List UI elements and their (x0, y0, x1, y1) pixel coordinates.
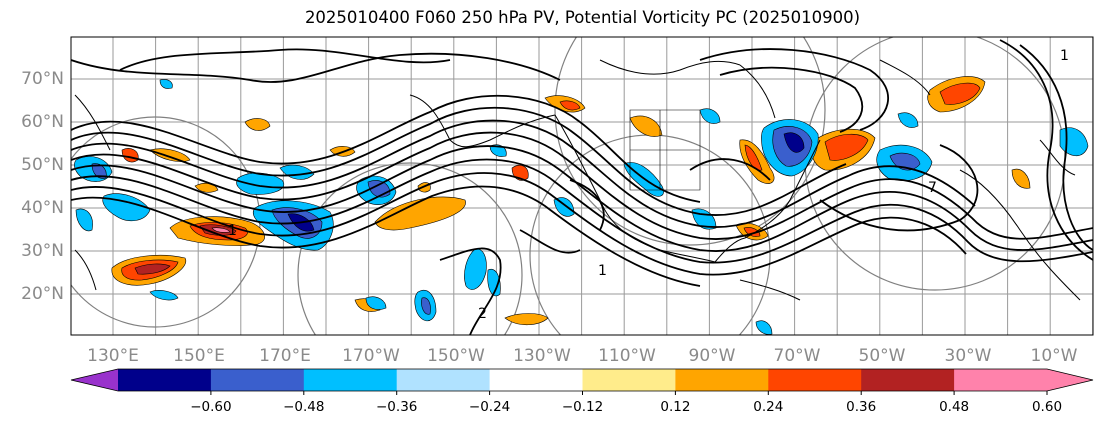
colorbar-tick-label: −0.12 (562, 399, 603, 415)
pv-negative-anomaly (159, 79, 173, 89)
map-frame (70, 36, 1094, 336)
pv-negative-anomaly (464, 248, 487, 290)
pv-negative-anomaly (365, 296, 387, 310)
pv-positive-anomaly (559, 100, 581, 111)
graticule (71, 37, 1093, 335)
colorbar-segment (861, 369, 955, 391)
pv-positive-anomaly (194, 182, 219, 193)
pv-positive-anomaly (149, 148, 191, 162)
pv-negative-anomaly (487, 268, 501, 297)
longitude-label: 170°W (342, 346, 400, 366)
pv-positive-anomaly (743, 227, 761, 237)
pv-contours (71, 39, 1093, 335)
colorbar-tick-label: 0.12 (660, 399, 690, 415)
pv-negative-anomaly (421, 297, 431, 315)
colorbar-segment (118, 369, 212, 391)
colorbar-segment (582, 369, 676, 391)
contour-label: 1 (228, 223, 237, 239)
colorbar-segment (210, 369, 305, 391)
pv-negative-anomaly (102, 193, 151, 222)
colorbar-segment (675, 369, 769, 391)
pv-negative-anomaly (699, 108, 721, 124)
contour-label: 1 (598, 263, 607, 279)
colorbar-segment (768, 369, 862, 391)
colorbar: −0.60 −0.48 −0.36 −0.24 −0.12 0.12 0.24 0.36 0.4… (70, 368, 1094, 415)
longitude-label: 170°E (259, 346, 311, 366)
pv-positive-anomaly (939, 82, 981, 105)
latitude-label: 60°N (21, 112, 64, 132)
pv-negative-anomaly (91, 163, 107, 179)
colorbar-extend-min (71, 369, 118, 391)
longitude-label: 10°W (1031, 346, 1078, 366)
latitude-label: 70°N (21, 69, 64, 89)
contour-label: 1 (1060, 48, 1069, 64)
latitude-axis: 70°N 60°N 50°N 40°N 30°N 20°N (21, 69, 64, 304)
colorbar-tick-label: −0.36 (376, 399, 417, 415)
longitude-label: 130°W (513, 346, 571, 366)
contour-label: 7 (928, 180, 937, 196)
pv-positive-anomaly (134, 263, 171, 275)
colorbar-tick-label: −0.24 (469, 399, 510, 415)
pv-positive-anomaly (244, 118, 271, 131)
longitude-label: 90°W (689, 346, 736, 366)
longitude-label: 70°W (774, 346, 821, 366)
colorbar-segment (954, 369, 1048, 391)
pv-positive-anomaly (824, 133, 869, 161)
colorbar-tick-label: −0.60 (190, 399, 231, 415)
longitude-axis: 130°E 150°E 170°E 170°W 150°W 130°W 110°… (87, 346, 1078, 366)
pv-positive-anomaly (374, 196, 466, 231)
colorbar-segment (396, 369, 491, 391)
colorbar-segment (303, 369, 398, 391)
pv-negative-anomaly (755, 320, 773, 335)
pv-positive-anomaly (1011, 168, 1031, 189)
colorbar-outline (70, 368, 1094, 392)
colorbar-tick-label: 0.48 (939, 399, 969, 415)
pv-negative-anomaly (553, 197, 575, 217)
pv-negative-anomaly (236, 172, 285, 195)
longitude-label: 150°E (173, 346, 225, 366)
pv-negative-anomaly (75, 208, 93, 232)
latitude-label: 20°N (21, 284, 64, 304)
pv-negative-anomaly (897, 112, 919, 128)
colorbar-tick-label: 0.36 (846, 399, 876, 415)
colorbar-tick-label: −0.48 (283, 399, 324, 415)
latitude-label: 50°N (21, 155, 64, 175)
longitude-label: 110°W (598, 346, 656, 366)
contour-labels: 7 1 2 1 1 (228, 48, 1069, 322)
pv-positive-anomaly (744, 144, 763, 171)
pv-positive-anomaly (211, 227, 231, 233)
pv-negative-anomaly (783, 132, 805, 153)
longitude-label: 150°W (427, 346, 485, 366)
latitude-label: 40°N (21, 198, 64, 218)
colorbar-segment (489, 369, 583, 391)
latitude-label: 30°N (21, 241, 64, 261)
longitude-label: 30°W (945, 346, 992, 366)
longitude-label: 130°E (87, 346, 139, 366)
pv-negative-anomaly (149, 290, 179, 301)
contour-label: 2 (478, 306, 487, 322)
colorbar-tick-label: 0.60 (1032, 399, 1062, 415)
map-title: 2025010400 F060 250 hPa PV, Potential Vo… (304, 8, 861, 27)
colorbar-extend-max (1047, 369, 1093, 391)
pv-positive-anomaly (629, 115, 663, 137)
pv-positive-anomaly (504, 313, 549, 326)
colorbar-tick-label: 0.24 (753, 399, 783, 415)
longitude-label: 50°W (859, 346, 906, 366)
